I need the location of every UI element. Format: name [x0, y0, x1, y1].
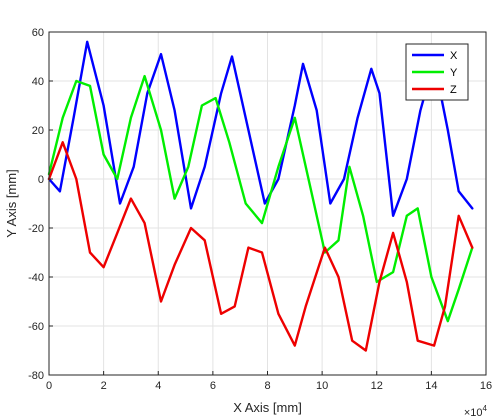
series-line-z: [47, 141, 474, 352]
x-multiplier-exponent: 4: [483, 404, 488, 413]
legend-label-x: X: [450, 50, 458, 62]
legend: XYZ: [405, 43, 469, 101]
x-tick-label: 6: [210, 380, 216, 392]
y-tick-label: 40: [32, 76, 44, 88]
y-tick-label: -20: [28, 223, 44, 235]
x-tick-label: 14: [425, 380, 437, 392]
y-axis-label: Y Axis [mm]: [4, 169, 19, 237]
x-tick-label: 10: [316, 380, 328, 392]
y-tick-label: 60: [32, 27, 44, 39]
x-tick-label: 16: [480, 380, 492, 392]
y-tick-label: -60: [28, 321, 44, 333]
x-tick-label: 2: [101, 380, 107, 392]
x-axis-multiplier: ×104: [464, 404, 488, 419]
x-tick-label: 0: [46, 380, 52, 392]
series-line-y: [47, 74, 474, 323]
x-axis-label: X Axis [mm]: [233, 400, 302, 415]
y-tick-label: 20: [32, 125, 44, 137]
y-tick-label: -80: [28, 370, 44, 382]
series-group: [47, 40, 474, 352]
legend-label-z: Z: [450, 84, 457, 96]
y-tick-label: -40: [28, 272, 44, 284]
x-multiplier-base: ×10: [464, 407, 483, 419]
x-tick-label: 4: [155, 380, 161, 392]
x-tick-label: 8: [264, 380, 270, 392]
tick-group: 0 2 4 6 8 10 12 14 16 -80 -60 -40 -20 0 20 40 60: [28, 27, 492, 392]
legend-label-y: Y: [450, 67, 458, 79]
y-tick-label: 0: [38, 174, 44, 186]
x-tick-label: 12: [371, 380, 383, 392]
